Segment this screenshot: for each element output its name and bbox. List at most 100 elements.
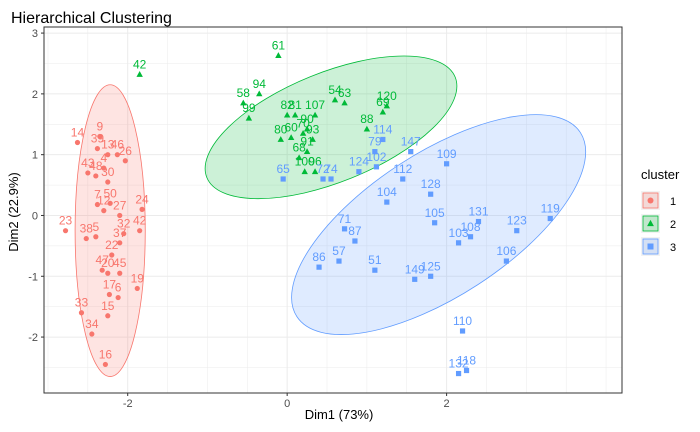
- cluster-3-point: [408, 149, 414, 155]
- cluster-2-point: [303, 125, 311, 132]
- cluster-1-point: [115, 294, 121, 301]
- cluster-1-point: [105, 152, 111, 158]
- point-label: 99: [242, 101, 256, 115]
- cluster-1-point: [89, 331, 95, 337]
- cluster-1-point: [93, 173, 99, 179]
- point-label: 147: [401, 135, 421, 149]
- point-label: 46: [111, 138, 125, 152]
- cluster-3-point: [341, 226, 348, 232]
- point-label: 51: [368, 253, 382, 267]
- cluster-1-point: [106, 291, 112, 298]
- cluster-1-point: [74, 139, 81, 146]
- legend-title: cluster: [641, 167, 680, 182]
- cluster-2-point: [277, 136, 284, 142]
- point-label: 72: [316, 162, 330, 176]
- cluster-2-point: [303, 148, 311, 155]
- point-label: 65: [276, 162, 290, 176]
- point-label: 87: [348, 224, 362, 238]
- point-label: 38: [80, 222, 94, 236]
- cluster-1-point: [109, 252, 115, 258]
- point-label: 74: [324, 162, 338, 176]
- point-label: 90: [300, 112, 314, 126]
- cluster-3-point: [280, 176, 286, 182]
- point-label: 125: [421, 259, 441, 273]
- point-label: 100: [295, 155, 315, 169]
- x-tick-label: 0: [284, 398, 290, 410]
- cluster-3-point: [455, 370, 462, 377]
- cluster-1-point: [101, 208, 107, 214]
- cluster-2-point: [240, 99, 247, 106]
- point-label: 60: [284, 121, 298, 135]
- cluster-2-point: [283, 111, 291, 118]
- point-label: 69: [376, 95, 390, 109]
- point-label: 94: [253, 77, 267, 91]
- cluster-2-point: [331, 96, 339, 103]
- point-label: 32: [117, 217, 131, 231]
- legend-marker: [647, 219, 654, 227]
- point-label: 4: [100, 151, 107, 165]
- x-tick-label: -2: [123, 398, 133, 410]
- x-axis-title: Dim1 (73%): [305, 407, 374, 422]
- cluster-1-point: [62, 228, 69, 234]
- point-label: 91: [300, 135, 314, 149]
- cluster-3-point: [459, 328, 466, 334]
- point-label: 93: [306, 122, 320, 136]
- cluster-1-point: [85, 170, 91, 176]
- point-label: 86: [312, 250, 326, 264]
- cluster-1-point: [134, 285, 140, 292]
- cluster-2-point: [275, 52, 282, 58]
- point-label: 63: [338, 86, 352, 100]
- point-label: 131: [468, 205, 488, 219]
- point-label: 123: [507, 214, 527, 228]
- cluster-3-point: [428, 191, 434, 197]
- cluster-3-point: [356, 169, 362, 175]
- point-label: 105: [425, 206, 445, 220]
- cluster-3-point: [372, 149, 378, 155]
- cluster-3-point: [514, 228, 520, 234]
- point-label: 108: [461, 220, 481, 234]
- point-label: 128: [421, 177, 441, 191]
- cluster-1-point: [139, 206, 145, 212]
- cluster-1-point: [94, 201, 101, 208]
- cluster-1-point: [83, 235, 89, 242]
- point-label: 107: [305, 98, 325, 112]
- point-label: 14: [71, 126, 85, 140]
- plot-border: [43, 26, 623, 394]
- cluster-2-point: [311, 168, 319, 175]
- point-label: 33: [75, 296, 89, 310]
- point-label: 24: [135, 192, 149, 206]
- point-label: 27: [113, 198, 127, 212]
- point-label: 103: [449, 226, 469, 240]
- y-axis-title: Dim2 (22.9%): [6, 172, 21, 251]
- cluster-1-point: [107, 200, 113, 206]
- cluster-2-point: [287, 134, 295, 141]
- cluster-1-point: [105, 179, 111, 185]
- cluster-2-point: [299, 129, 307, 136]
- legend-label: 2: [670, 219, 676, 231]
- point-label: 15: [101, 299, 115, 313]
- chart-title: Hierarchical Clustering: [11, 10, 172, 27]
- point-label: 124: [349, 155, 369, 169]
- cluster-3-point: [455, 240, 462, 246]
- cluster-1-point: [117, 270, 123, 276]
- cluster-1-point: [101, 165, 107, 171]
- point-label: 19: [131, 271, 145, 285]
- point-label: 106: [496, 244, 516, 258]
- y-tick-label: 2: [32, 89, 38, 101]
- point-label: 120: [377, 89, 397, 103]
- y-tick-label: 1: [32, 150, 38, 162]
- point-label: 82: [280, 98, 294, 112]
- point-label: 109: [437, 147, 457, 161]
- y-tick-label: -2: [28, 332, 38, 344]
- y-tick-label: -1: [28, 271, 38, 283]
- cluster-1-point: [99, 267, 105, 273]
- point-label: 132: [449, 357, 469, 371]
- point-label: 57: [332, 244, 346, 258]
- point-label: 45: [113, 256, 127, 270]
- cluster-1-point: [121, 231, 127, 237]
- cluster-1-ellipse: [74, 84, 146, 377]
- cluster-2-point: [245, 114, 253, 121]
- cluster-1-point: [114, 152, 120, 158]
